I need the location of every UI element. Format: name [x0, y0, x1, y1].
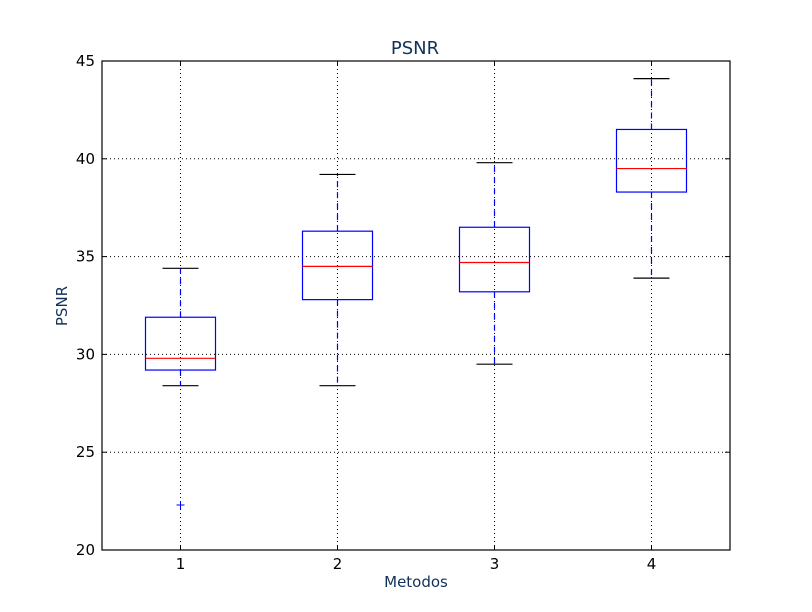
box-3	[458, 226, 531, 293]
y-tick-label: 20	[76, 541, 95, 559]
y-tick-label: 30	[76, 345, 95, 363]
x-tick-label: 1	[176, 555, 186, 573]
y-axis-label: PSNR	[53, 286, 71, 326]
chart-title: PSNR	[391, 38, 439, 59]
y-tick-label: 40	[76, 150, 95, 168]
y-tick-label: 35	[76, 248, 95, 266]
outlier-point	[176, 501, 185, 510]
x-tick-label: 4	[647, 555, 657, 573]
x-tick-label: 2	[333, 555, 343, 573]
y-tick-label: 45	[76, 52, 95, 70]
x-tick-label: 3	[490, 555, 500, 573]
plot-area: 20 25 30 35 40 45 1 2 3 4	[76, 52, 731, 573]
box-4	[615, 128, 688, 193]
x-axis-label: Metodos	[384, 573, 448, 591]
box-2	[301, 230, 374, 301]
plot-frame	[101, 60, 731, 551]
box-1	[144, 316, 217, 371]
y-tick-label: 25	[76, 443, 95, 461]
